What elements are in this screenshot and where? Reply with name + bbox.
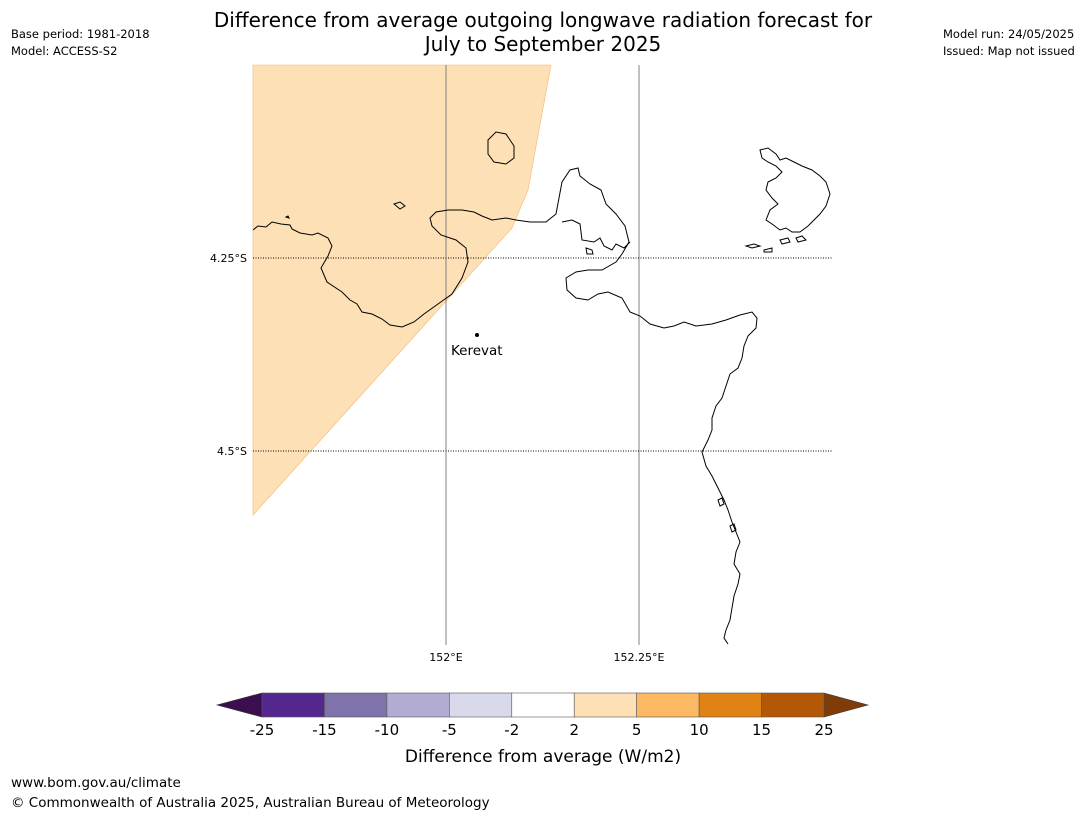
lon-label-152-25: 152.25°E: [614, 651, 665, 664]
colorbar-arrow-high: [823, 692, 870, 718]
footer-copyright: © Commonwealth of Australia 2025, Austra…: [11, 795, 490, 811]
colorbar: -25 -15 -10 -5 -2 2 5 10 15 25: [215, 692, 870, 739]
metadata-left: Base period: 1981-2018 Model: ACCESS-S2: [11, 26, 150, 60]
colorbar-label: Difference from average (W/m2): [405, 747, 681, 767]
map-title: Difference from average outgoing longwav…: [185, 8, 901, 56]
title-line-1: Difference from average outgoing longwav…: [213, 8, 873, 32]
colorbar-tick-label: -2: [504, 721, 519, 739]
footer-url[interactable]: www.bom.gov.au/climate: [11, 775, 181, 791]
colorbar-swatch: [573, 692, 637, 718]
colorbar-tick-label: 2: [569, 721, 579, 739]
lon-label-152: 152°E: [429, 651, 462, 664]
colorbar-swatch: [636, 692, 700, 718]
colorbar-tick-label: 5: [632, 721, 642, 739]
colorbar-swatch: [698, 692, 762, 718]
colorbar-swatch: [761, 692, 825, 718]
issued-text: Issued: Map not issued: [943, 44, 1075, 58]
colorbar-swatch: [449, 692, 513, 718]
colorbar-tick-label: -10: [375, 721, 400, 739]
colorbar-tick-label: 15: [752, 721, 771, 739]
colorbar-tick-label: -5: [442, 721, 457, 739]
shaded-region: [252, 64, 552, 516]
colorbar-swatch: [261, 692, 325, 718]
base-period-text: Base period: 1981-2018: [11, 27, 150, 41]
coastline: [252, 131, 831, 645]
title-line-2: July to September 2025: [424, 32, 662, 56]
model-run-text: Model run: 24/05/2025: [943, 27, 1075, 41]
lat-label-4-5: 4.5°S: [217, 445, 247, 458]
model-text: Model: ACCESS-S2: [11, 44, 118, 58]
colorbar-tick-label: -15: [312, 721, 337, 739]
kerevat-marker: [475, 333, 479, 337]
colorbar-swatch: [511, 692, 575, 718]
kerevat-label: Kerevat: [451, 343, 503, 359]
colorbar-tick-label: 10: [690, 721, 709, 739]
colorbar-arrow-low: [215, 692, 263, 718]
colorbar-tick-label: -25: [250, 721, 275, 739]
colorbar-swatch: [386, 692, 450, 718]
lat-label-4-25: 4.25°S: [210, 252, 247, 265]
colorbar-tick-label: 25: [814, 721, 833, 739]
metadata-right: Model run: 24/05/2025 Issued: Map not is…: [943, 26, 1075, 60]
colorbar-swatch: [324, 692, 388, 718]
